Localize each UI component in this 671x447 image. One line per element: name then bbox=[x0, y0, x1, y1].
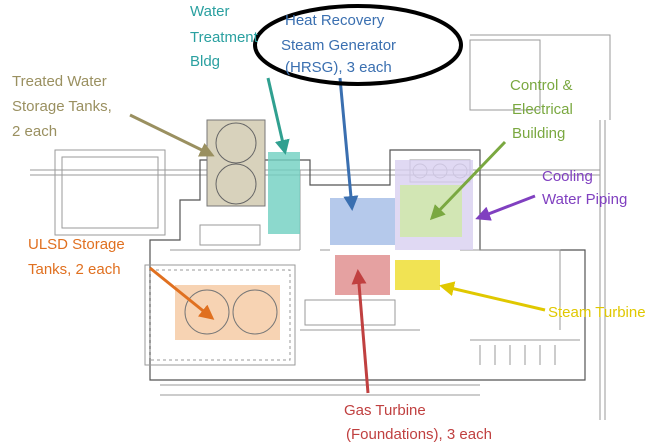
label: Bldg bbox=[190, 53, 220, 70]
label: Steam Generator bbox=[281, 37, 396, 54]
gas-turbine-zone bbox=[335, 255, 390, 295]
control-zone bbox=[400, 185, 462, 237]
label: Water bbox=[190, 3, 229, 20]
hrsg-zone bbox=[330, 198, 395, 245]
label: Treated Water bbox=[12, 73, 107, 90]
label: Treatment bbox=[190, 29, 259, 46]
label: Storage Tanks, bbox=[12, 98, 112, 115]
label: ULSD Storage bbox=[28, 236, 125, 253]
label: Electrical bbox=[512, 101, 573, 118]
label: Control & bbox=[510, 77, 573, 94]
labels: Water Treatment Bldg Heat Recovery Steam… bbox=[12, 3, 646, 443]
label: Heat Recovery bbox=[285, 12, 385, 29]
site-plan: Water Treatment Bldg Heat Recovery Steam… bbox=[0, 0, 671, 447]
label: (Foundations), 3 each bbox=[346, 426, 492, 443]
label: Steam Turbine bbox=[548, 304, 646, 321]
arrow bbox=[442, 286, 545, 310]
arrow bbox=[340, 78, 352, 208]
steam-turbine-zone bbox=[395, 260, 440, 290]
label: Building bbox=[512, 125, 565, 142]
label: Tanks, 2 each bbox=[28, 261, 121, 278]
arrow bbox=[130, 115, 212, 155]
label: Gas Turbine bbox=[344, 402, 426, 419]
label: Cooling bbox=[542, 168, 593, 185]
water-treatment-zone bbox=[268, 152, 300, 234]
label: Water Piping bbox=[542, 191, 627, 208]
label: (HRSG), 3 each bbox=[285, 59, 392, 76]
arrow bbox=[478, 196, 535, 218]
arrow bbox=[268, 78, 285, 152]
label: 2 each bbox=[12, 123, 57, 140]
